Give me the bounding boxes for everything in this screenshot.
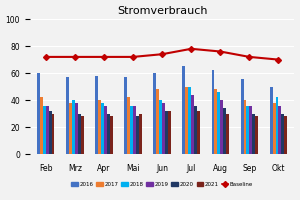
Bar <box>75 103 78 154</box>
Bar <box>43 106 46 154</box>
Baseline <box>44 56 48 58</box>
Bar <box>81 116 84 154</box>
Bar <box>110 116 113 154</box>
Bar <box>188 87 191 154</box>
Bar <box>218 92 220 154</box>
Bar <box>247 106 249 154</box>
Bar <box>162 103 165 154</box>
Bar <box>95 76 98 154</box>
Bar <box>52 114 55 154</box>
Line: Baseline: Baseline <box>44 47 280 62</box>
Bar <box>194 106 197 154</box>
Legend: 2016, 2017, 2018, 2019, 2020, 2021, Baseline: 2016, 2017, 2018, 2019, 2020, 2021, Base… <box>69 180 256 189</box>
Bar <box>275 97 278 154</box>
Bar <box>159 100 162 154</box>
Bar <box>168 111 171 154</box>
Baseline <box>131 56 135 58</box>
Bar <box>226 114 229 154</box>
Bar <box>124 77 127 154</box>
Bar <box>127 97 130 154</box>
Bar <box>270 87 273 154</box>
Bar <box>46 106 49 154</box>
Bar <box>252 114 255 154</box>
Bar <box>98 100 101 154</box>
Bar <box>223 108 226 154</box>
Bar <box>66 77 69 154</box>
Bar <box>214 89 218 154</box>
Bar <box>255 116 258 154</box>
Bar <box>130 106 133 154</box>
Bar <box>281 114 284 154</box>
Bar <box>197 111 200 154</box>
Bar <box>37 73 40 154</box>
Bar <box>182 66 185 154</box>
Baseline <box>160 53 164 55</box>
Bar <box>278 106 281 154</box>
Baseline <box>102 56 106 58</box>
Bar <box>139 114 142 154</box>
Bar <box>133 106 136 154</box>
Bar <box>72 100 75 154</box>
Bar <box>249 106 252 154</box>
Bar <box>244 100 247 154</box>
Bar <box>212 70 214 154</box>
Bar <box>69 103 72 154</box>
Bar <box>191 95 194 154</box>
Bar <box>153 73 156 154</box>
Bar <box>101 103 104 154</box>
Bar <box>220 100 223 154</box>
Baseline <box>248 56 251 58</box>
Baseline <box>218 50 222 53</box>
Bar <box>107 114 110 154</box>
Baseline <box>277 58 280 61</box>
Title: Stromverbrauch: Stromverbrauch <box>117 6 207 16</box>
Bar <box>284 116 287 154</box>
Bar <box>104 106 107 154</box>
Bar <box>156 89 159 154</box>
Bar <box>78 114 81 154</box>
Bar <box>241 79 244 154</box>
Bar <box>273 103 275 154</box>
Baseline <box>73 56 77 58</box>
Bar <box>49 111 52 154</box>
Bar <box>165 111 168 154</box>
Baseline <box>189 48 193 50</box>
Bar <box>185 87 188 154</box>
Bar <box>136 116 139 154</box>
Bar <box>40 97 43 154</box>
